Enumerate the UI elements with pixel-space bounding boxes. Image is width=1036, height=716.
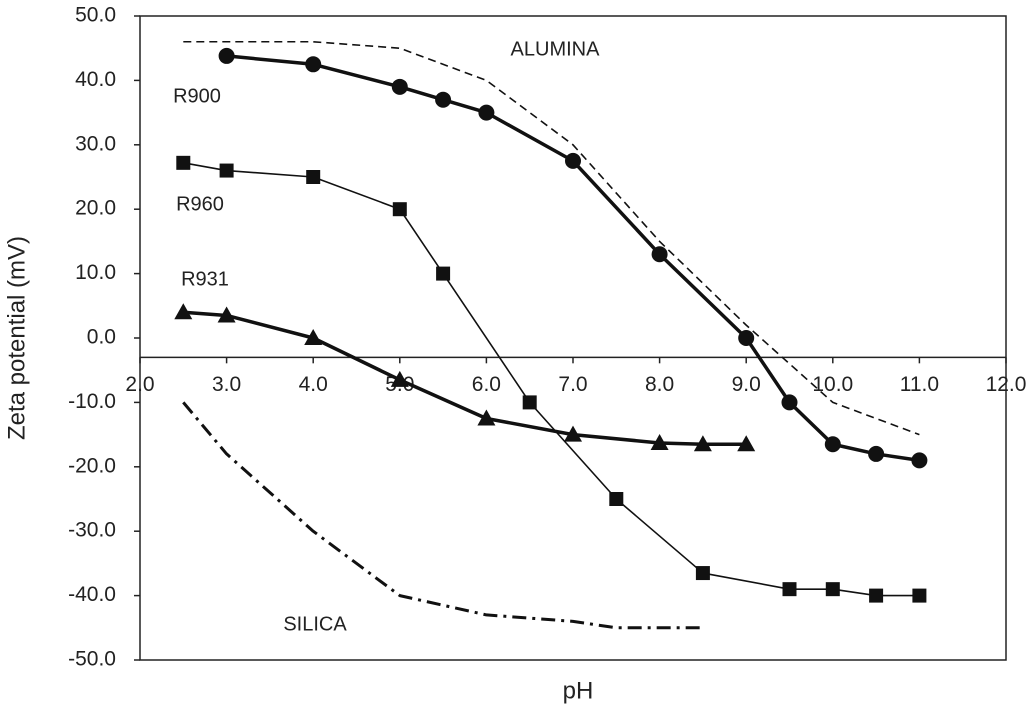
y-tick-label: -50.0 — [68, 648, 116, 671]
x-tick-label: 12.0 — [986, 373, 1027, 396]
marker — [565, 152, 581, 169]
series-line — [183, 40, 920, 436]
plot-frame — [139, 15, 1007, 661]
x-tick-label: 3.0 — [212, 373, 241, 396]
y-tick-label: 0.0 — [87, 326, 116, 349]
series-label: R960 — [176, 193, 224, 215]
marker — [912, 588, 927, 603]
series-label: R900 — [173, 85, 221, 107]
x-tick-label: 11.0 — [900, 373, 939, 396]
marker — [436, 266, 451, 281]
marker — [651, 246, 668, 263]
series-label: SILICA — [283, 613, 347, 635]
x-tick-label: 2.0 — [125, 373, 154, 396]
marker — [219, 163, 234, 178]
marker — [737, 435, 756, 452]
marker — [218, 47, 235, 64]
marker — [825, 582, 840, 597]
x-tick-label: 8.0 — [645, 373, 674, 396]
series-line — [182, 401, 703, 630]
marker — [564, 425, 582, 442]
marker — [176, 155, 191, 170]
marker — [782, 582, 797, 597]
marker — [522, 395, 537, 410]
marker — [390, 370, 409, 387]
y-tick-label: -20.0 — [68, 454, 116, 477]
x-tick-label: 7.0 — [558, 373, 587, 396]
y-tick-label: 30.0 — [75, 132, 116, 155]
y-tick-label: 40.0 — [75, 68, 116, 91]
series-line — [183, 162, 920, 597]
marker — [391, 78, 408, 95]
marker — [781, 394, 798, 411]
marker — [304, 329, 323, 345]
x-tick-label: 6.0 — [472, 373, 501, 396]
marker — [609, 492, 624, 506]
marker — [174, 303, 193, 320]
x-tick-label: 10.0 — [812, 373, 853, 396]
marker — [477, 409, 496, 426]
marker — [738, 330, 755, 346]
y-tick-label: -40.0 — [68, 583, 116, 606]
marker — [911, 452, 928, 469]
x-tick-label: 9.0 — [732, 373, 761, 396]
marker — [824, 436, 841, 453]
marker — [435, 91, 452, 108]
series-label: ALUMINA — [511, 38, 601, 60]
y-tick-label: 20.0 — [75, 197, 116, 220]
marker — [217, 306, 236, 323]
marker — [650, 433, 669, 450]
y-tick-label: 50.0 — [75, 4, 116, 27]
marker — [478, 104, 495, 121]
x-tick-label: 4.0 — [299, 373, 328, 396]
series-label: R931 — [181, 268, 229, 290]
marker — [693, 435, 712, 452]
y-tick-label: -10.0 — [68, 390, 116, 413]
marker — [306, 170, 321, 184]
marker — [695, 566, 710, 581]
y-tick-label: -30.0 — [68, 519, 116, 542]
marker — [869, 588, 884, 603]
marker — [392, 202, 407, 217]
marker — [868, 445, 885, 462]
y-axis-label: Zeta potential (mV) — [3, 236, 30, 440]
y-tick-label: 10.0 — [75, 261, 116, 284]
marker — [305, 56, 322, 73]
x-axis-label: pH — [563, 677, 594, 704]
series-line — [226, 54, 920, 463]
